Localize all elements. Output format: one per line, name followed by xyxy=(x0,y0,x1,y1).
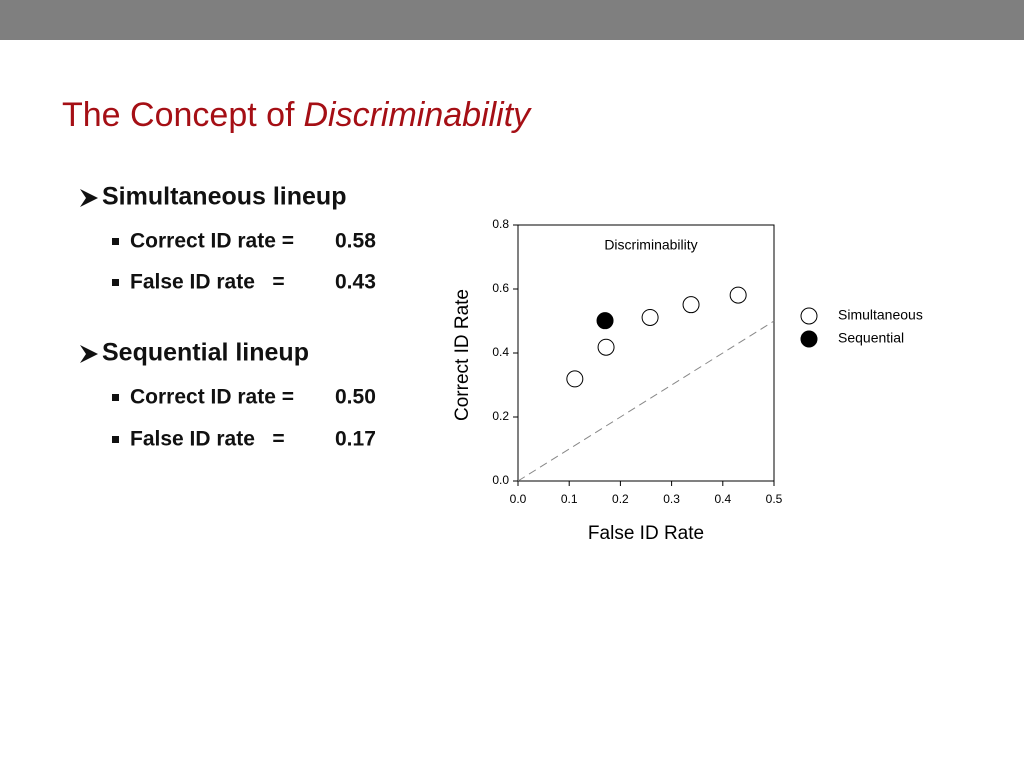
bullet-label: Correct ID rate = xyxy=(130,386,294,409)
bullet-label: False ID rate = xyxy=(130,271,285,294)
x-tick-label: 0.0 xyxy=(510,492,527,506)
bullet-value: 0.58 xyxy=(335,230,376,253)
y-tick-label: 0.0 xyxy=(492,473,509,487)
square-bullet xyxy=(112,394,119,401)
legend-marker xyxy=(800,307,818,325)
bullet-label: Correct ID rate = xyxy=(130,230,294,253)
chart-title: Discriminability xyxy=(604,237,697,253)
x-axis-label: False ID Rate xyxy=(588,523,704,544)
bullet-label: False ID rate = xyxy=(130,428,285,451)
bullet-value: 0.17 xyxy=(335,428,376,451)
arrow-bullet xyxy=(80,189,98,207)
point xyxy=(729,286,747,304)
chance-line xyxy=(517,320,775,482)
y-tick-label: 0.4 xyxy=(492,345,509,359)
x-tick-label: 0.4 xyxy=(714,492,731,506)
bullet-heading: Sequential lineup xyxy=(102,339,309,367)
point xyxy=(597,338,615,356)
legend-label: Sequential xyxy=(838,330,904,346)
y-axis-label: Correct ID Rate xyxy=(452,289,473,421)
bullet-value: 0.43 xyxy=(335,271,376,294)
title-emphasis: Discriminability xyxy=(303,96,532,134)
plot-frame xyxy=(517,224,775,482)
point xyxy=(641,308,659,326)
legend-marker xyxy=(800,330,818,348)
slide-title: The Concept of Discriminability xyxy=(62,96,532,134)
x-tick-label: 0.2 xyxy=(612,492,629,506)
square-bullet xyxy=(112,436,119,443)
square-bullet xyxy=(112,279,119,286)
y-tick-label: 0.2 xyxy=(492,409,509,423)
top-bar xyxy=(0,0,1024,40)
square-bullet xyxy=(112,238,119,245)
chart: 0.0 0.1 0.2 0.3 0.4 0.5 0.0 0.2 0.4 0.6 0.8 Discrim… xyxy=(452,217,923,544)
point xyxy=(682,296,700,314)
y-tick-label: 0.6 xyxy=(492,281,509,295)
bullet-heading: Simultaneous lineup xyxy=(102,183,346,211)
x-tick-label: 0.1 xyxy=(561,492,578,506)
y-tick-label: 0.8 xyxy=(492,217,509,231)
x-tick-label: 0.3 xyxy=(663,492,680,506)
x-tick-label: 0.5 xyxy=(766,492,783,506)
point xyxy=(596,312,614,330)
title-text: The Concept of xyxy=(62,96,295,134)
legend-label: Simultaneous xyxy=(838,307,923,323)
point xyxy=(566,370,584,388)
bullet-value: 0.50 xyxy=(335,386,376,409)
arrow-bullet xyxy=(80,345,98,363)
